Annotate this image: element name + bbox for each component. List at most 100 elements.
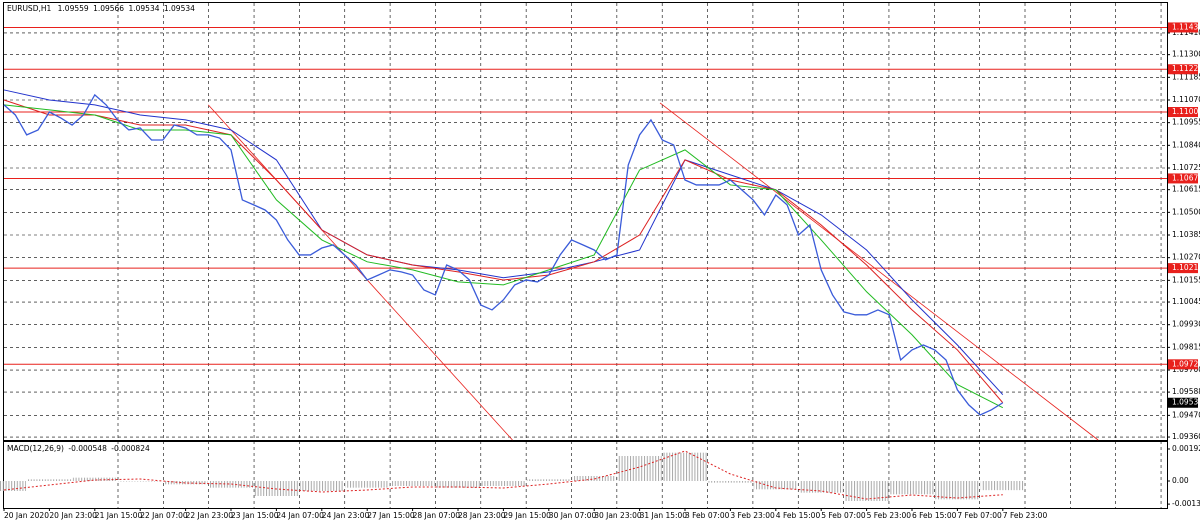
y-tick-label: 1.10840 [1172, 140, 1200, 149]
x-tick-label: 7 Feb 23:00 [1003, 511, 1048, 520]
main-panel [3, 2, 1168, 441]
level-label: 1.09729 [1172, 359, 1200, 368]
low: 1.09534 [128, 4, 159, 13]
level-label-box [1168, 22, 1198, 33]
y-tick-label: 0.001921 [1172, 444, 1200, 453]
level-label-box [1168, 173, 1198, 184]
x-tick-label: 28 Jan 07:00 [413, 511, 461, 520]
x-tick-label: 21 Jan 15:00 [95, 511, 143, 520]
y-tick-label: 1.09930 [1172, 320, 1200, 329]
macd-bar [299, 481, 344, 491]
y-tick-label: 1.09588 [1172, 387, 1200, 396]
macd-signal [3, 450, 1003, 500]
macd-bar [617, 456, 662, 481]
macd-bar [118, 481, 163, 482]
macd-panel [3, 441, 1168, 509]
x-tick-label: 6 Feb 15:00 [912, 511, 957, 520]
macd-header: MACD(12,26,9) -0.000548 -0.000824 [7, 444, 150, 453]
y-tick-label: 1.10615 [1172, 185, 1200, 194]
x-tick-label: 5 Feb 07:00 [821, 511, 866, 520]
macd-bar [708, 481, 753, 483]
macd-bar [935, 481, 980, 500]
x-tick-label: 28 Jan 23:00 [458, 511, 506, 520]
x-tick-label: 22 Jan 23:00 [186, 511, 234, 520]
level-label-box [1168, 359, 1198, 370]
macd-bar [663, 452, 707, 481]
y-tick-label: 1.10955 [1172, 118, 1200, 127]
y-tick-label: 1.10270 [1172, 253, 1200, 262]
macd-bar [390, 481, 435, 486]
y-tick-label: 1.10045 [1172, 297, 1200, 306]
x-tick-label: 20 Jan 23:00 [49, 511, 97, 520]
y-tick-label: 1.09470 [1172, 410, 1200, 419]
level-label-box [1168, 263, 1198, 274]
level-label: 1.10672 [1172, 173, 1200, 182]
x-tick-label: 23 Jan 15:00 [231, 511, 279, 520]
level-label-box [1168, 64, 1198, 75]
macd-main: -0.000548 [68, 444, 107, 453]
level-label: 1.11438 [1172, 22, 1200, 31]
open: 1.09559 [58, 4, 89, 13]
close: 1.09534 [164, 4, 195, 13]
y-tick-label: 1.10385 [1172, 230, 1200, 239]
y-tick-label: 1.10500 [1172, 207, 1200, 216]
macd-bar [890, 481, 934, 495]
y-tick-label: 1.11185 [1172, 72, 1200, 81]
macd-signal: -0.000824 [111, 444, 150, 453]
high: 1.09566 [93, 4, 124, 13]
y-tick-label: -0.001387 [1172, 499, 1200, 508]
x-tick-label: 27 Jan 15:00 [367, 511, 415, 520]
y-tick-label: 1.09815 [1172, 342, 1200, 351]
y-tick-label: 1.09360 [1172, 432, 1200, 441]
x-tick-label: 24 Jan 23:00 [322, 511, 370, 520]
symbol: EURUSD,H1 [7, 4, 51, 13]
current-price-label: 1.09534 [1172, 398, 1200, 407]
x-tick-label: 3 Feb 23:00 [730, 511, 775, 520]
moving-average [3, 99, 1004, 404]
macd-bar [844, 481, 889, 501]
macd-bar [345, 481, 390, 488]
price-line [3, 93, 1004, 416]
x-tick-label: 3 Feb 07:00 [685, 511, 730, 520]
y-tick-label: 1.11070 [1172, 95, 1200, 104]
macd-bar [980, 481, 1025, 491]
x-tick-label: 24 Jan 07:00 [276, 511, 324, 520]
x-tick-label: 4 Feb 15:00 [776, 511, 821, 520]
x-tick-label: 7 Feb 07:00 [957, 511, 1002, 520]
macd-bar [436, 481, 480, 488]
level-label: 1.10217 [1172, 263, 1200, 272]
x-tick-label: 22 Jan 07:00 [140, 511, 188, 520]
macd-bar [0, 481, 26, 491]
x-tick-label: 29 Jan 15:00 [503, 511, 551, 520]
macd-bar [72, 477, 117, 481]
y-tick-label: 1.10155 [1172, 275, 1200, 284]
y-tick-label: 0.00 [1172, 476, 1189, 485]
symbol-header: EURUSD,H1 1.09559 1.09566 1.09534 1.0953… [7, 4, 195, 13]
moving-average [3, 89, 1004, 396]
x-tick-label: 5 Feb 23:00 [867, 511, 912, 520]
level-label-box [1168, 107, 1198, 118]
y-tick-label: 1.11410 [1172, 28, 1200, 37]
x-tick-label: 30 Jan 23:00 [594, 511, 642, 520]
y-tick-label: 1.11300 [1172, 50, 1200, 59]
macd-bar [481, 481, 526, 486]
macd-bar [799, 481, 844, 493]
macd-bar [163, 481, 208, 485]
macd-bar [753, 481, 798, 490]
current-price-box [1168, 397, 1198, 408]
macd-bar [27, 479, 72, 481]
x-tick-label: 30 Jan 07:00 [549, 511, 597, 520]
level-label: 1.11226 [1172, 64, 1200, 73]
x-tick-label: 20 Jan 2020 [4, 511, 49, 520]
x-tick-label: 31 Jan 15:00 [640, 511, 688, 520]
macd-bar [209, 481, 253, 488]
trend-line [208, 104, 513, 441]
y-tick-label: 1.09700 [1172, 365, 1200, 374]
trend-line [659, 102, 1099, 441]
level-label: 1.11009 [1172, 107, 1200, 116]
y-tick-label: 1.10725 [1172, 163, 1200, 172]
macd-bar [526, 479, 571, 481]
macd-title: MACD(12,26,9) [7, 444, 64, 453]
